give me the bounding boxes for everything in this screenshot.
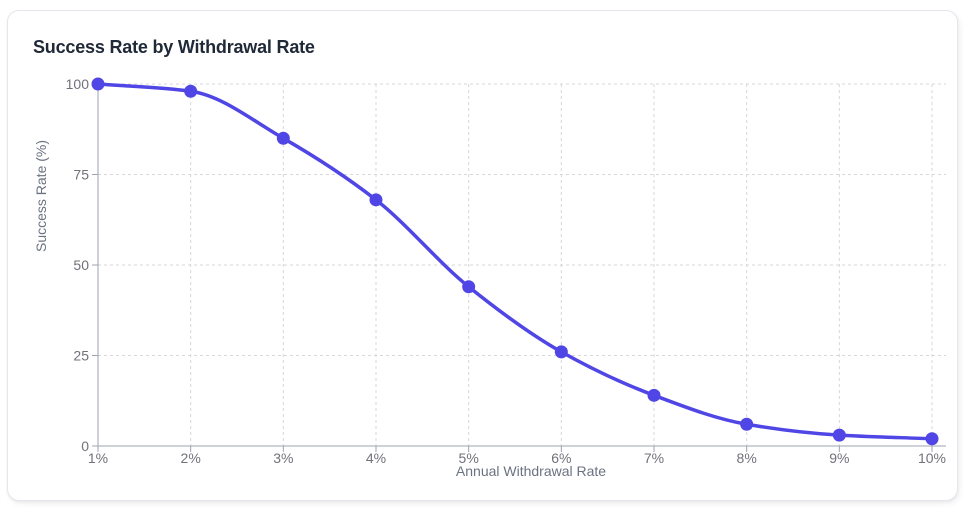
svg-text:7%: 7% <box>644 450 664 466</box>
data-point-7%[interactable] <box>647 388 661 402</box>
svg-text:6%: 6% <box>551 450 571 466</box>
data-point-8%[interactable] <box>740 417 754 431</box>
svg-text:4%: 4% <box>366 450 386 466</box>
svg-text:75: 75 <box>73 167 89 183</box>
svg-text:8%: 8% <box>737 450 757 466</box>
data-point-2%[interactable] <box>184 84 198 98</box>
chart-data-points[interactable] <box>91 77 939 446</box>
chart-axes <box>92 83 946 452</box>
data-point-5%[interactable] <box>462 280 476 294</box>
svg-text:1%: 1% <box>88 450 108 466</box>
data-point-6%[interactable] <box>554 345 568 359</box>
data-point-4%[interactable] <box>369 193 383 207</box>
svg-text:50: 50 <box>73 257 89 273</box>
y-axis-tick-labels: 0 25 50 75 100 <box>66 76 90 454</box>
svg-text:10%: 10% <box>918 450 946 466</box>
svg-text:3%: 3% <box>273 450 293 466</box>
data-point-10%[interactable] <box>925 432 939 446</box>
x-axis-label: Annual Withdrawal Rate <box>456 463 606 479</box>
data-point-9%[interactable] <box>832 428 846 442</box>
data-point-3%[interactable] <box>276 131 290 145</box>
svg-text:25: 25 <box>73 348 89 364</box>
x-axis-tick-labels: 1% 2% 3% 4% 5% 6% 7% 8% 9% 10% <box>88 450 946 466</box>
y-axis-label: Success Rate (%) <box>33 140 49 252</box>
svg-text:0: 0 <box>81 438 89 454</box>
svg-text:9%: 9% <box>829 450 849 466</box>
success-rate-line-chart[interactable]: 0 25 50 75 100 1% 2% 3% 4% 5% 6% 7% 8% 9% 10% Annual … <box>8 11 959 500</box>
data-point-1%[interactable] <box>91 77 105 91</box>
chart-series-line <box>96 82 934 441</box>
chart-title: Success Rate by Withdrawal Rate <box>33 37 315 57</box>
svg-text:2%: 2% <box>181 450 201 466</box>
svg-text:100: 100 <box>66 76 90 92</box>
chart-card: Success Rate by Withdrawal Rate 0 25 50 75 1… <box>7 10 958 501</box>
chart-gridlines <box>98 83 946 446</box>
svg-text:5%: 5% <box>459 450 479 466</box>
